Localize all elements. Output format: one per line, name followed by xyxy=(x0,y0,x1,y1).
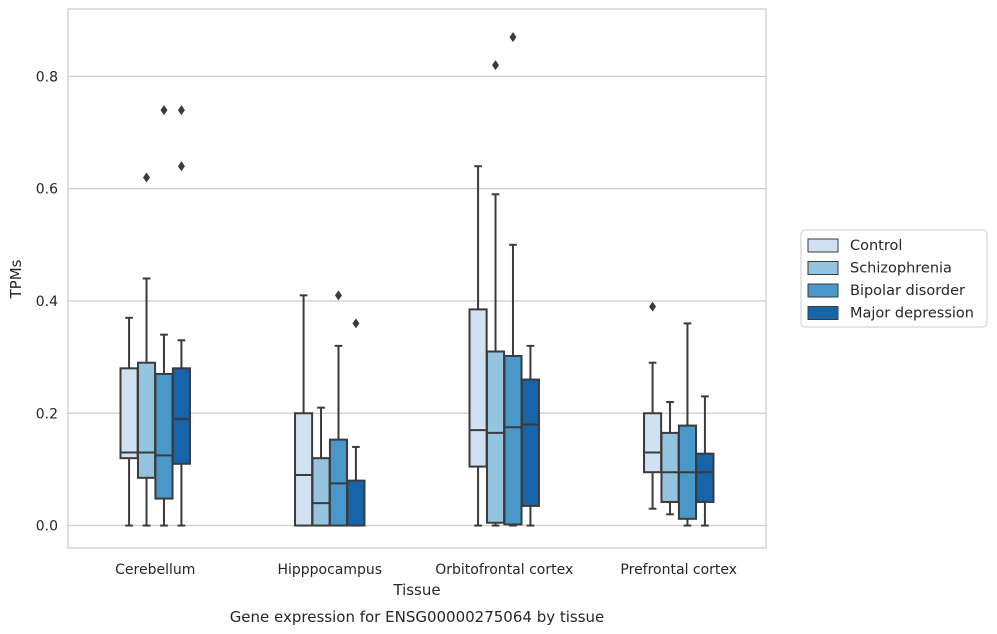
box-body xyxy=(294,412,314,527)
x-tick-label: Cerebellum xyxy=(115,562,195,578)
outlier-point xyxy=(177,161,185,172)
outlier-point xyxy=(160,105,168,116)
box-body xyxy=(171,367,191,465)
legend-swatch xyxy=(807,306,839,320)
x-tick-labels: Cerebellum Hipppocampus Orbitofrontal cort… xyxy=(115,562,737,578)
y-tick-label: 0.6 xyxy=(36,182,58,198)
box-body xyxy=(154,372,174,500)
box xyxy=(677,322,698,527)
outlier-point xyxy=(177,105,185,116)
box-body xyxy=(520,378,540,507)
x-tick-label: Orbitofrontal cortex xyxy=(435,562,573,578)
legend-label: Schizophrenia xyxy=(850,261,952,277)
box-body xyxy=(346,479,366,527)
legend-label: Bipolar disorder xyxy=(850,283,965,299)
box xyxy=(171,105,191,527)
outlier-point xyxy=(649,301,657,312)
box xyxy=(328,290,349,527)
box xyxy=(119,316,139,527)
box xyxy=(520,344,540,527)
box-body xyxy=(485,350,506,524)
legend-label: Control xyxy=(850,238,902,254)
y-tick-label: 0.2 xyxy=(36,406,58,422)
box-body xyxy=(468,308,488,468)
box-body xyxy=(660,431,680,503)
box xyxy=(311,406,331,527)
y-tick-label: 0.4 xyxy=(36,294,58,310)
box-body xyxy=(503,354,523,526)
box xyxy=(695,395,715,527)
box xyxy=(643,301,663,510)
outlier-point xyxy=(509,32,517,43)
box xyxy=(503,32,523,527)
legend: Control Schizophrenia Bipolar disorder Majo… xyxy=(800,229,988,328)
outlier-point xyxy=(334,290,342,301)
box xyxy=(136,172,157,527)
y-tick-label: 0.8 xyxy=(36,69,58,85)
outlier-point xyxy=(143,172,151,183)
boxes-layer xyxy=(119,32,715,527)
x-tick-label: Prefrontal cortex xyxy=(620,562,737,578)
x-tick-label: Hipppocampus xyxy=(277,562,382,578)
box-body xyxy=(119,367,139,460)
plot-frame xyxy=(67,8,767,549)
box xyxy=(346,318,366,527)
y-axis-label: TPMs xyxy=(7,259,25,299)
x-axis-label: Tissue xyxy=(392,581,440,599)
legend-frame xyxy=(800,229,988,328)
legend-swatch xyxy=(807,261,839,275)
y-tick-labels: 0.0 0.2 0.4 0.6 0.8 xyxy=(36,69,58,534)
legend-swatch xyxy=(807,238,839,253)
y-tick-label: 0.0 xyxy=(36,519,58,535)
outlier-point xyxy=(352,318,360,329)
chart-caption: Gene expression for ENSG00000275064 by t… xyxy=(230,608,605,626)
box-body xyxy=(643,412,663,474)
box-body xyxy=(136,361,157,479)
box-body xyxy=(695,452,715,503)
outlier-point xyxy=(492,60,500,71)
box-body xyxy=(311,457,331,527)
box xyxy=(154,105,174,527)
legend-label: Major depression xyxy=(850,306,974,322)
legend-swatch xyxy=(807,283,839,298)
